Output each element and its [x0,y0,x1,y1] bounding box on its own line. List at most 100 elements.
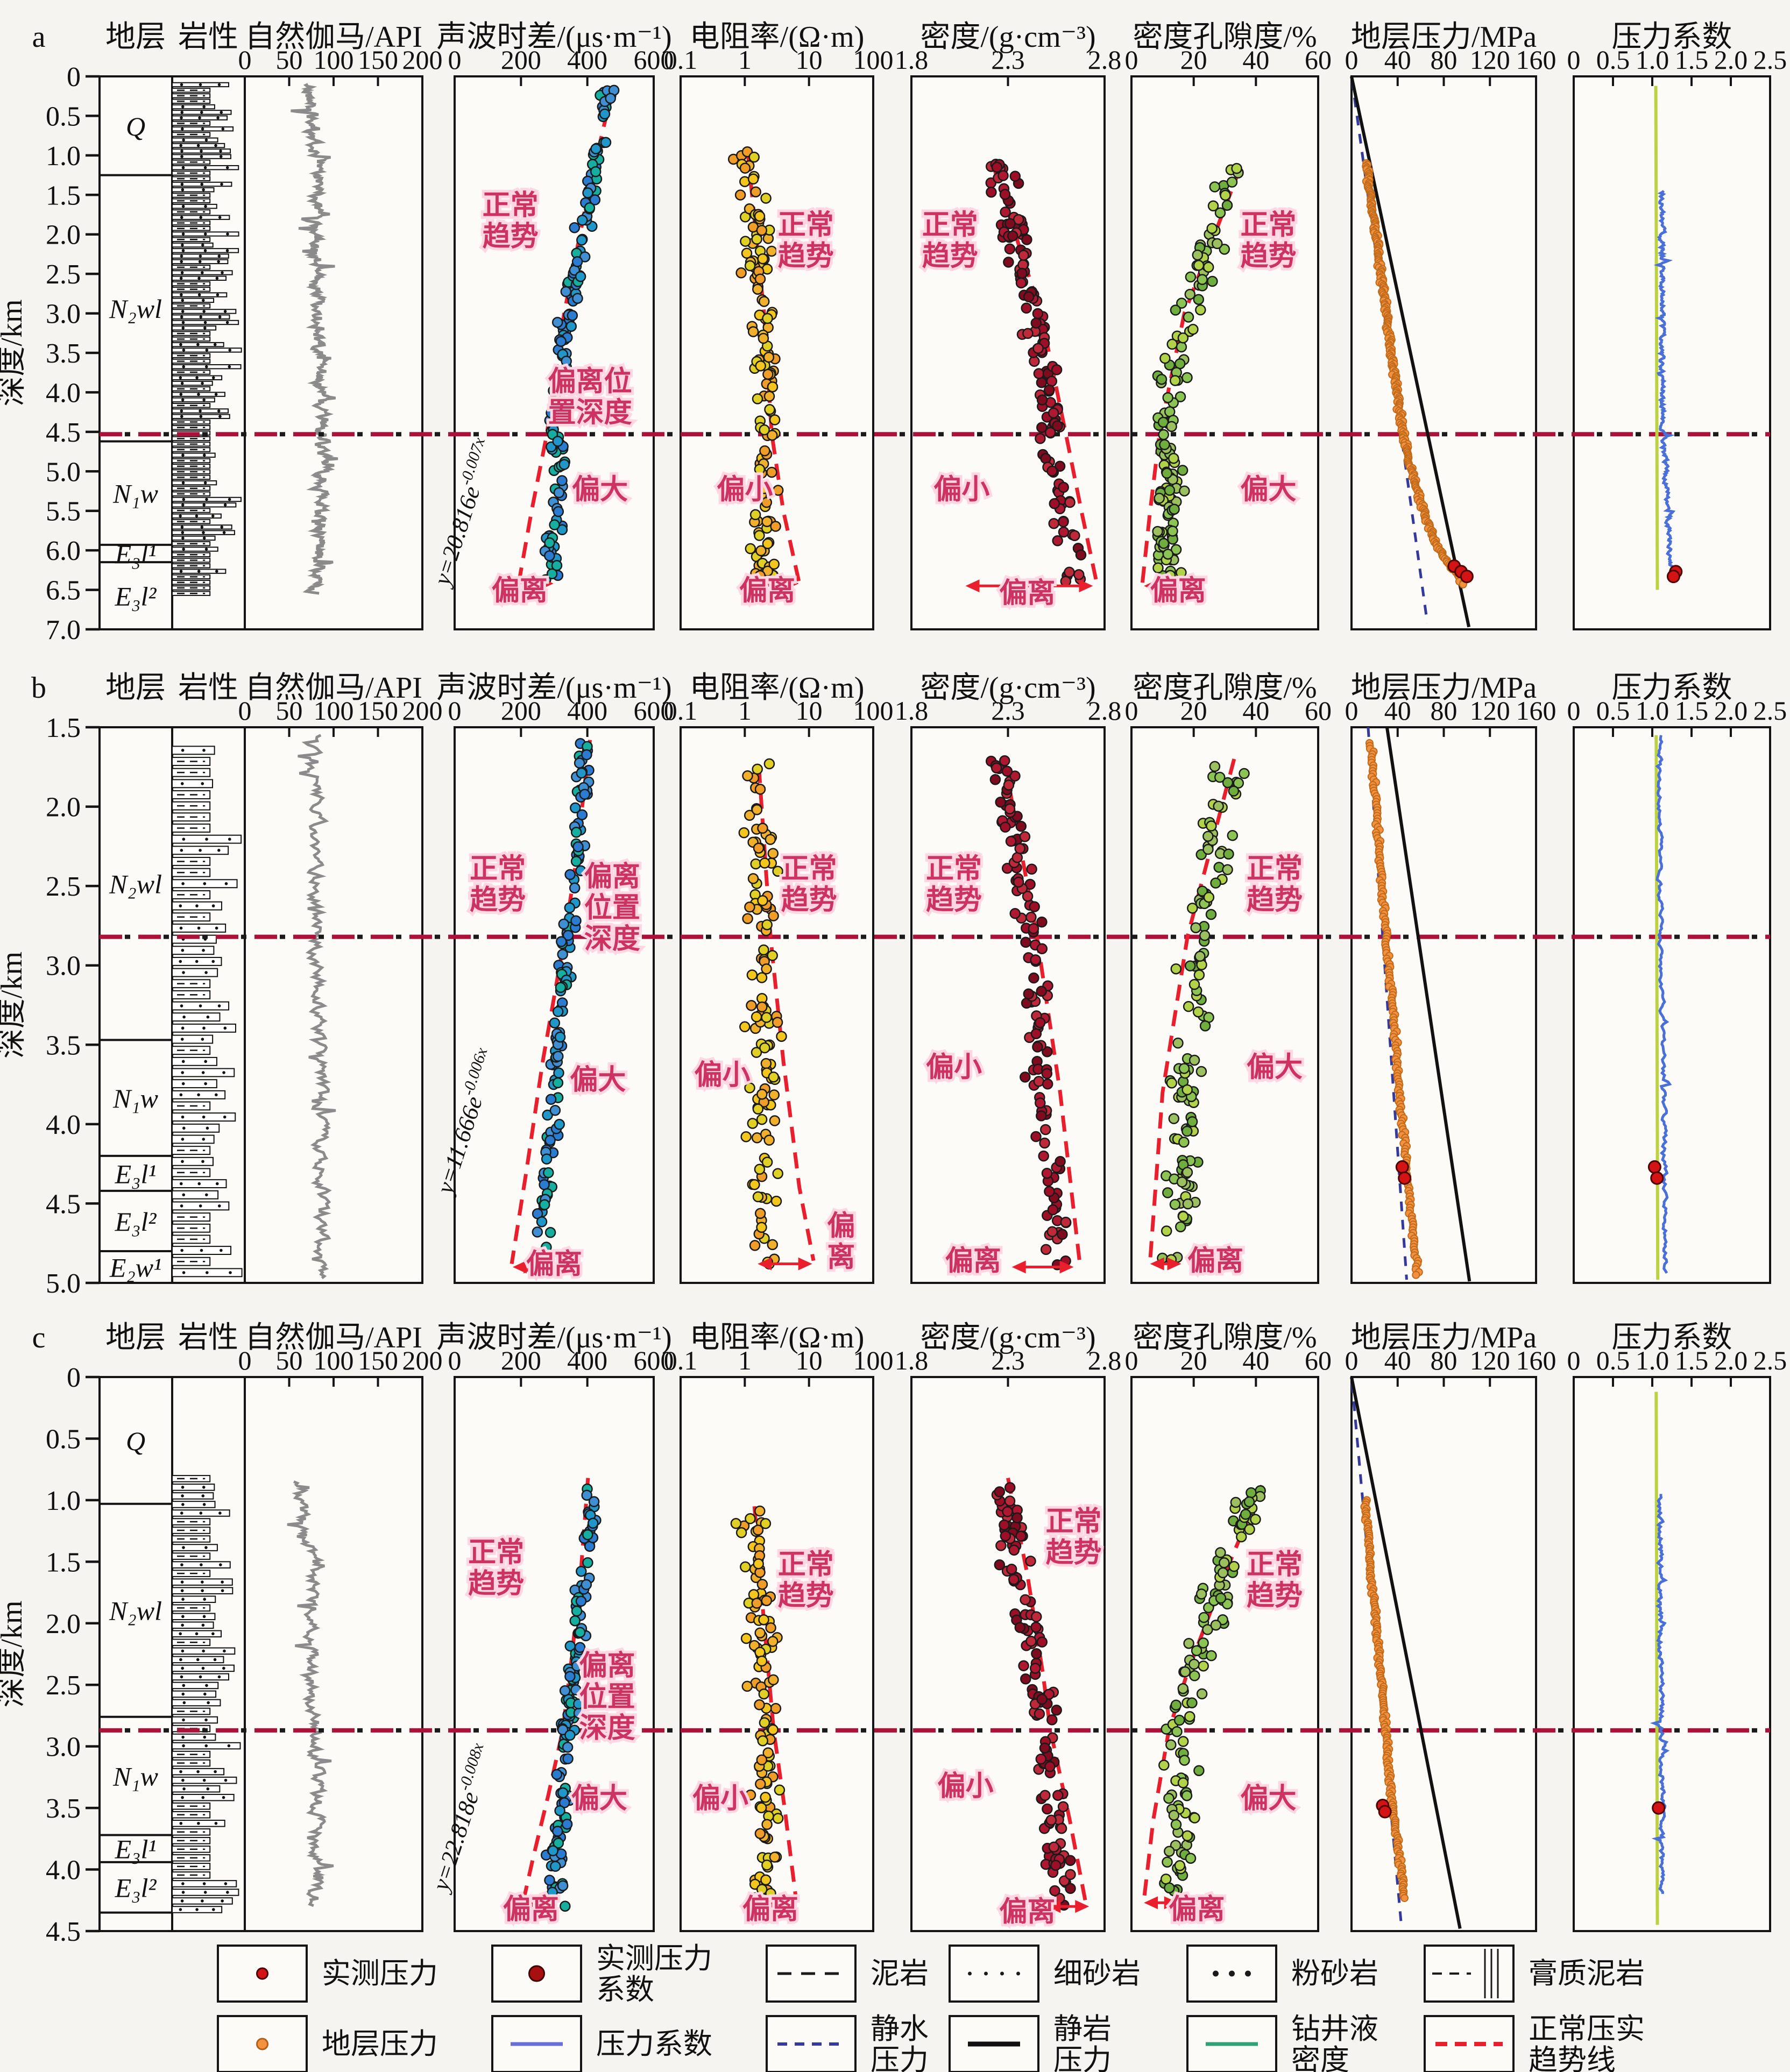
track-prs [1350,76,1474,628]
deviation-arrow [1046,1900,1089,1913]
lithology-pattern [172,746,243,1278]
depth-label: 1.5 [46,1547,81,1578]
lithostatic-line [1350,1376,1462,1929]
res-scatter [730,1505,786,1912]
legend-label: 静水压力 [871,2013,929,2072]
depth-label: 2.5 [46,1670,81,1701]
annotation: 偏离 [999,1897,1055,1928]
annotation: 正常趋势 [1046,1506,1102,1569]
box-res [680,726,874,1284]
tick-label: 2.0 [1714,45,1748,75]
annotation: 偏离位置深度 [579,1650,635,1744]
sonic-scatter [539,84,620,585]
legend-item: 钻井液密度 [1186,2013,1378,2072]
depth-label: 2.0 [46,792,81,823]
tick-label: 0 [448,696,462,726]
tick-label: 1.0 [1636,696,1669,726]
tick-label: 400 [567,45,607,75]
tick-label: 400 [567,696,607,726]
depth-label: 5.5 [46,496,81,527]
annotation: 偏离 [1187,1245,1243,1276]
sonic-scatter [531,738,595,1272]
tick-label: 2.8 [1088,696,1122,726]
strat-zone-label: N₁w [112,1083,158,1113]
tick-label: 400 [567,1345,607,1375]
annotation: 偏大 [1240,1783,1296,1814]
tick-label: 2.3 [991,45,1025,75]
measured-coefficient-dot [1650,1171,1664,1185]
legend-dots-symbol [1213,1970,1219,1977]
measured-coefficient-dot [1652,1801,1666,1815]
tick-label: 150 [358,45,398,75]
tick-label: 0 [1345,1345,1359,1375]
depth-label: 5.0 [46,1268,81,1299]
annotation: 偏离位置深度 [584,861,640,955]
tick-label: 0 [1567,1345,1581,1375]
measured-pressure-dot [1395,1160,1409,1174]
tick-label: 0.5 [1596,1345,1630,1375]
deviation-arrow [512,1260,538,1274]
tick-label: 100 [314,696,354,726]
legend-item: 压力系数 [491,2015,712,2072]
legend-item: 实测压力 [217,1945,438,2003]
track-title-coef: 压力系数 [1612,20,1732,54]
legend-label: 膏质泥岩 [1529,1957,1645,1990]
gamma-curve [291,83,338,595]
annotation: 偏离 [739,576,795,607]
annotation: 偏小 [938,1771,994,1802]
por-scatter [1157,761,1250,1265]
lith-header: 岩性 [178,20,238,54]
sonic-scatter [540,1483,602,1912]
tick-label: 10 [796,45,823,75]
tick-label: 0.5 [1596,45,1630,75]
depth-label: 0.5 [46,101,81,132]
gamma-curve [287,1480,334,1907]
deviation-arrow [1144,579,1178,593]
tick-label: 0 [1345,45,1359,75]
track-title-prs: 地层压力/MPa [1351,20,1537,54]
tick-label: 160 [1516,1345,1556,1375]
depth-label: 3.5 [46,1030,81,1061]
legend-label: 地层压力 [322,2028,438,2060]
depth-label: 4.0 [46,1110,81,1140]
annotation: 偏离 [526,1248,582,1280]
legend-label: 钻井液密度 [1291,2013,1378,2072]
track-title-sonic: 声波时差/(μs·m⁻¹) [436,671,671,705]
annotation: 偏小 [692,1783,748,1814]
annotation: 偏离 [827,1210,855,1273]
lith-header: 岩性 [178,671,238,705]
box-coef [1573,1376,1771,1932]
legend-item: 泥岩 [766,1945,929,2003]
annotation: 正常趋势 [483,190,539,252]
annotation: 偏离 [999,578,1055,609]
tick-label: 20 [1180,696,1207,726]
tick-label: 60 [1305,1345,1332,1375]
tick-label: 0 [238,45,252,75]
tick-label: 600 [634,696,674,726]
measured-coefficient-dot [1647,1160,1661,1174]
tick-label: 40 [1384,45,1411,75]
tick-label: 40 [1242,1345,1269,1375]
tick-label: 1 [738,45,752,75]
tick-label: 600 [634,45,674,75]
tick-label: 200 [402,1345,443,1375]
annotation: 正常趋势 [470,853,526,916]
depth-label: 3.0 [46,299,81,330]
deviation-arrow [761,1896,796,1910]
depth-label: 3.5 [46,1793,81,1824]
tick-label: 0.1 [664,1345,698,1375]
depth-label: 4.0 [46,1855,81,1886]
panel-letter: a [32,20,46,54]
tick-label: 100 [853,45,894,75]
annotation: 正常趋势 [1247,1549,1303,1612]
track-title-por: 密度孔隙度/% [1133,20,1317,54]
box-por [1130,1376,1319,1932]
annotation: 正常趋势 [778,1549,834,1612]
